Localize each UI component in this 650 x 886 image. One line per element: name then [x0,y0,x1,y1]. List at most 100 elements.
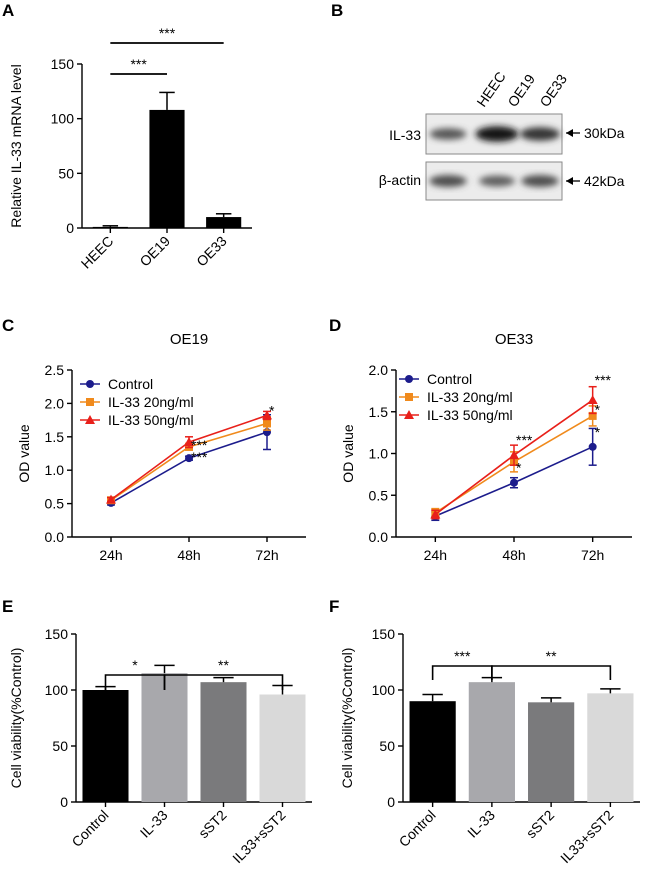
blot-row-label: β-actin [379,172,421,188]
panel-letter-a: A [2,1,14,20]
significance-label: *** [454,648,471,664]
chart-a: 0 50 100 150 Relative IL-33 mRNA level HEEC OE… [8,25,252,272]
y-tick-label: 100 [372,682,396,698]
y-tick-label: 150 [51,56,75,72]
y-tick-label: 0 [60,794,68,810]
chart-title: OE33 [495,331,533,348]
bar [528,702,575,802]
western-blot: HEEC OE19 OE33 IL-33 β-actin 30kDa 42kDa [379,69,625,201]
y-tick-label: 0.0 [369,529,389,545]
y-tick-label: 50 [379,738,395,754]
legend-marker [85,415,95,424]
x-tick-label: OE33 [193,233,230,270]
arrow-icon [566,129,580,137]
y-tick-label: 2.0 [45,395,65,411]
legend-label: IL-33 50ng/ml [427,407,513,423]
blot-size-label: 42kDa [584,173,625,189]
blot-lane-label: HEEC [473,69,508,110]
y-tick-label: 1.0 [369,446,389,462]
bar [587,693,634,802]
legend-label: IL-33 50ng/ml [108,412,194,428]
significance-label: *** [191,449,208,465]
significance-label: * [132,657,138,673]
y-axis-title: Relative IL-33 mRNA level [8,64,24,227]
data-point [106,494,116,504]
y-tick-label: 1.5 [369,404,389,420]
blot-size-label: 30kDa [584,125,625,141]
legend-label: IL-33 20ng/ml [427,389,513,405]
y-tick-label: 0 [387,794,395,810]
y-tick-label: 1.5 [45,429,65,445]
significance-label: *** [130,56,147,72]
y-tick-label: 1.0 [45,462,65,478]
data-point [588,442,597,451]
x-tick-label: 48h [177,547,200,563]
chart-c: 0.0 0.5 1.0 1.5 2.0 2.5 OD value 24h 48h 72h OE19 *… [16,331,306,563]
data-point [587,395,598,405]
bar [409,701,456,802]
chart-title: OE19 [170,331,208,348]
blot-band [479,175,515,187]
bar [149,109,185,228]
significance-label: * [269,402,275,418]
x-tick-label: 72h [581,547,604,563]
y-axis-title: Cell viability(%Control) [339,648,355,789]
arrow-icon [566,177,580,185]
bar [259,694,306,802]
significance-label: *** [516,432,533,448]
y-tick-label: 100 [51,111,75,127]
blot-band [521,175,559,187]
chart-e: 0 50 100 150 Cell viability(%Control) Control… [8,626,312,866]
data-point [263,419,271,428]
y-tick-label: 0.0 [45,529,65,545]
y-axis-title: OD value [16,424,32,483]
blot-row-label: IL-33 [389,127,421,143]
y-tick-label: 2.5 [45,362,65,378]
legend-marker [404,410,414,419]
x-tick-label: 48h [502,547,525,563]
chart-f: 0 50 100 150 Cell viability(%Control) Control… [339,626,640,866]
x-tick-label: IL33+sST2 [229,807,289,867]
data-point [184,437,194,447]
significance-label: * [595,401,601,417]
bar [92,226,128,228]
significance-label: ** [218,657,229,673]
bar [200,682,247,802]
y-tick-label: 0.5 [369,487,389,503]
blot-band [429,175,467,187]
legend-label: Control [108,376,153,392]
blot-strip [425,113,563,201]
data-point [262,410,272,420]
panel-letter-d: D [329,316,341,335]
y-tick-label: 2.0 [369,362,389,378]
data-point [185,454,193,463]
y-tick-label: 150 [45,626,69,642]
x-tick-label: HEEC [78,233,117,272]
x-tick-label: IL33+sST2 [557,807,617,867]
data-point [588,411,597,420]
bar [82,690,129,802]
significance-bracket [491,665,612,680]
y-axis-title: OD value [340,424,356,483]
y-tick-label: 100 [45,682,69,698]
x-tick-label: 24h [99,547,122,563]
panel-letter-f: F [329,597,339,616]
data-point [510,478,518,487]
blot-lane-label: OE33 [536,71,570,110]
x-tick-label: 24h [424,547,447,563]
bar [141,673,188,802]
y-tick-label: 0 [66,220,74,236]
blot-band [475,126,519,142]
significance-label: *** [159,25,176,41]
x-tick-label: Control [68,807,111,850]
significance-label: * [516,460,522,476]
y-tick-label: 0.5 [45,496,65,512]
data-point [509,450,519,460]
x-tick-label: sST2 [523,807,558,842]
legend-marker [405,375,413,383]
panel-letter-e: E [2,597,13,616]
blot-band [429,128,467,140]
panel-letter-c: C [2,316,14,335]
legend-marker [405,393,413,401]
